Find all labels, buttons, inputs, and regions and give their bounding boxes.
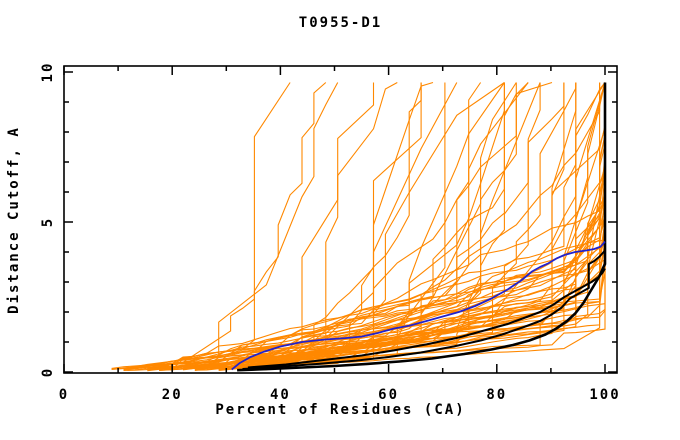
server-model-curve [147, 135, 606, 371]
server-model-curve [218, 82, 606, 370]
server-model-curve [171, 82, 398, 371]
server-model-curve [182, 82, 446, 370]
server-model-curve [147, 82, 606, 370]
server-model-curve [123, 82, 529, 370]
server-model-curve [182, 82, 606, 370]
server-model-curve [170, 175, 606, 371]
server-model-curve [159, 82, 606, 370]
x-tick-label: 0 [59, 387, 69, 403]
chart-title: T0955-D1 [298, 15, 383, 31]
server-model-curve [123, 82, 327, 369]
server-model-curve [123, 82, 291, 371]
y-axis-label: Distance Cutoff, A [6, 126, 22, 314]
server-model-curves [111, 81, 606, 372]
best-model-black-2 [242, 241, 606, 370]
highlighted-model-curves [231, 82, 607, 372]
x-axis-label: Percent of Residues (CA) [215, 402, 466, 418]
server-model-curve [230, 195, 606, 370]
server-model-curve [123, 82, 606, 370]
axis-tick-labels: 0 20 40 60 80 100 0 5 10 [40, 62, 620, 403]
y-tick-label: 0 [40, 367, 56, 377]
server-model-curve [254, 82, 505, 369]
y-tick-label: 5 [40, 217, 56, 227]
axis-ticks [63, 66, 617, 373]
frame-box [63, 65, 618, 374]
server-model-curve [242, 81, 553, 370]
server-model-curve [111, 81, 434, 370]
x-tick-label: 40 [270, 387, 291, 403]
x-tick-label: 100 [589, 387, 620, 403]
best-model-black-3 [247, 267, 606, 369]
x-tick-label: 60 [378, 387, 399, 403]
x-tick-label: 20 [162, 387, 183, 403]
server-model-curve [242, 82, 422, 370]
server-model-curve [159, 82, 606, 371]
y-tick-label: 10 [40, 62, 56, 83]
server-model-curve [254, 82, 541, 370]
plot-frame [63, 65, 618, 374]
server-model-curve [135, 82, 606, 371]
x-tick-label: 80 [486, 387, 507, 403]
server-model-curve [159, 131, 606, 370]
server-model-curve [123, 82, 606, 372]
server-model-curve [182, 82, 606, 370]
server-model-curve [111, 82, 339, 370]
reference-model-blue [231, 240, 606, 371]
best-model-black-1 [237, 82, 607, 372]
